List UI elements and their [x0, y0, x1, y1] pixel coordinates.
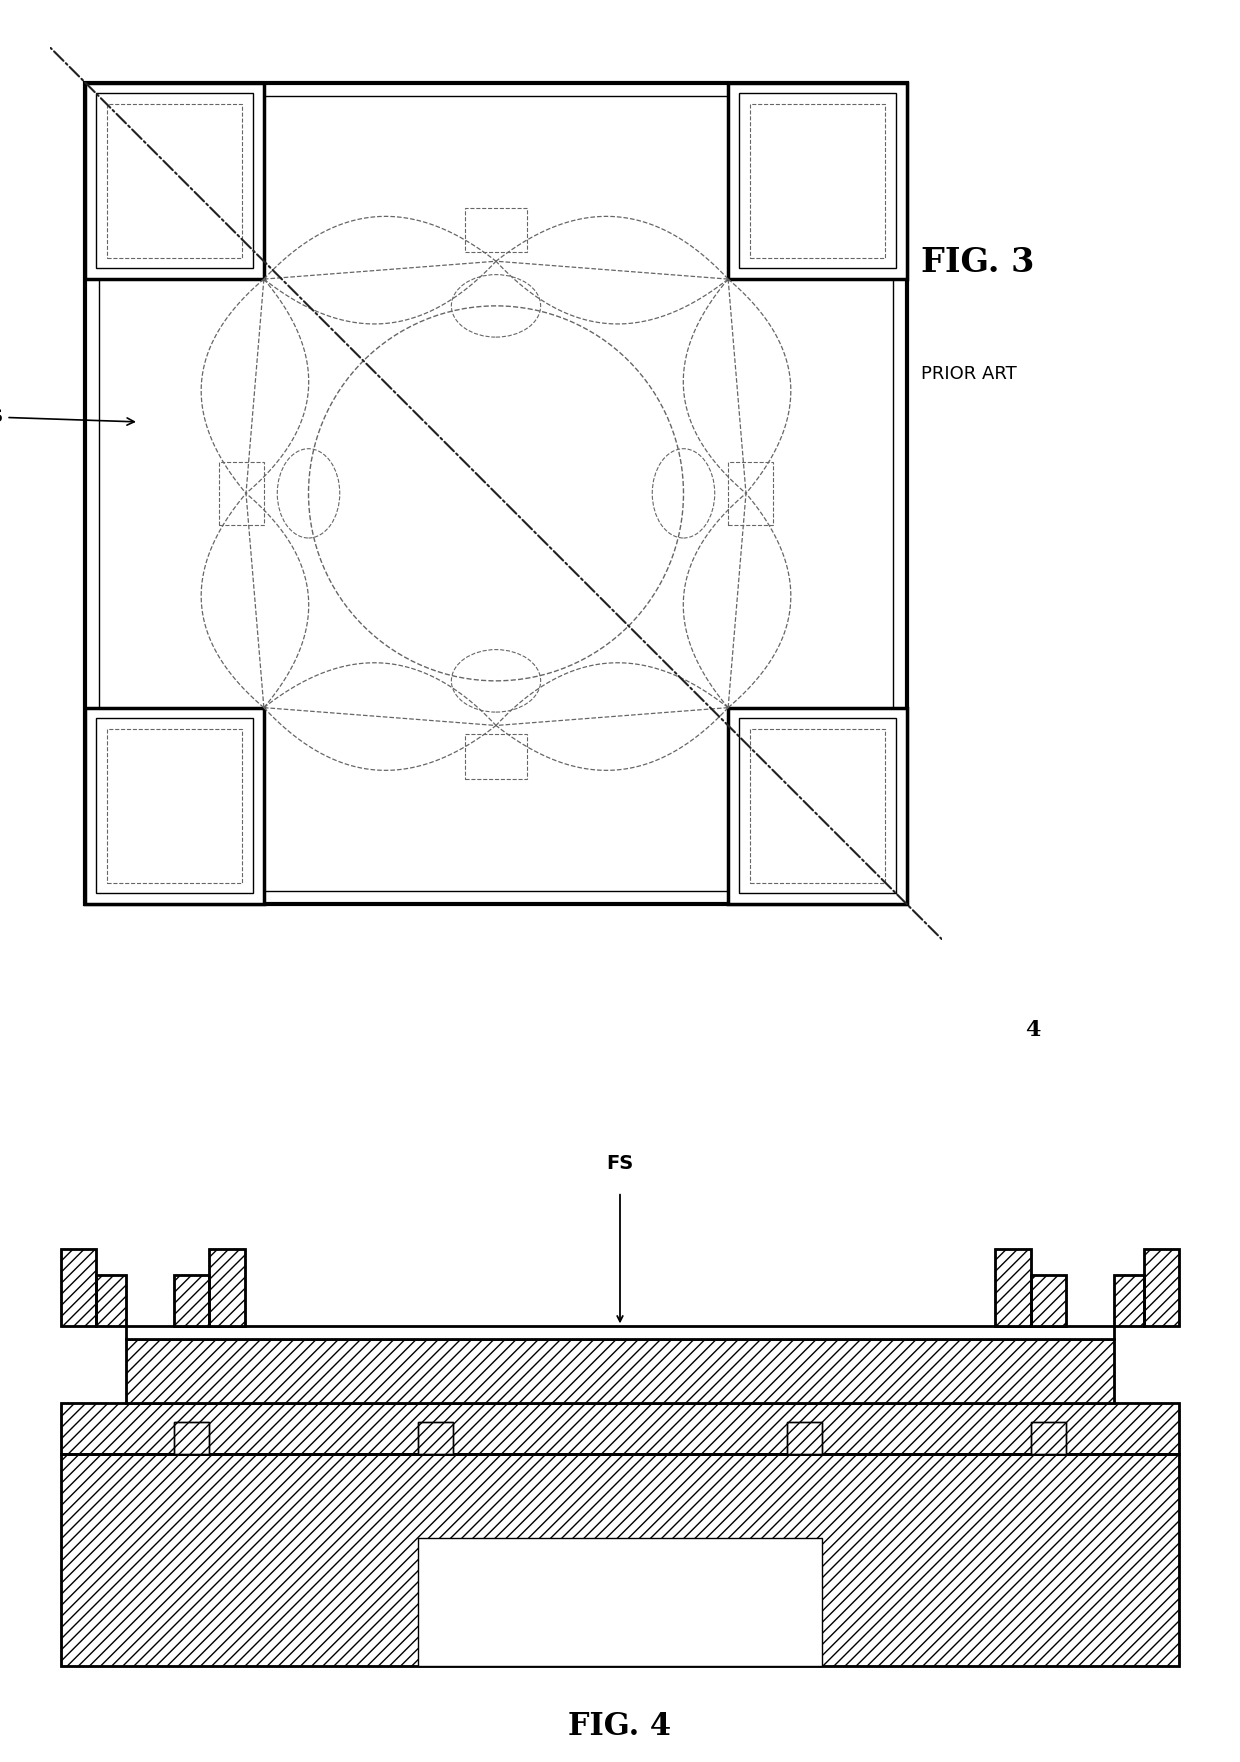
Bar: [86, 83, 264, 278]
Bar: [126, 1339, 1114, 1403]
Bar: [1030, 1422, 1066, 1454]
Bar: [210, 1249, 246, 1327]
Bar: [1030, 1276, 1066, 1327]
Bar: [174, 1422, 210, 1454]
Bar: [749, 729, 885, 883]
Bar: [994, 1249, 1030, 1327]
Bar: [418, 1538, 822, 1665]
Bar: [174, 1276, 210, 1327]
Bar: [1143, 1249, 1179, 1327]
Bar: [1114, 1276, 1143, 1327]
Bar: [1030, 1276, 1066, 1327]
Bar: [728, 708, 906, 904]
Text: FS: FS: [0, 409, 134, 426]
Bar: [95, 93, 253, 268]
Bar: [1114, 1276, 1143, 1327]
Text: FS: FS: [606, 1154, 634, 1172]
Bar: [61, 1403, 1179, 1454]
Bar: [465, 208, 527, 252]
Bar: [107, 104, 243, 257]
Bar: [749, 104, 885, 257]
Bar: [61, 1249, 97, 1327]
Bar: [994, 1249, 1030, 1327]
Text: FIG. 3: FIG. 3: [920, 247, 1034, 278]
Bar: [95, 719, 253, 893]
Bar: [99, 97, 893, 890]
Bar: [786, 1422, 822, 1454]
Bar: [728, 462, 773, 525]
Bar: [97, 1276, 126, 1327]
Bar: [107, 729, 243, 883]
Bar: [739, 93, 897, 268]
Bar: [61, 1454, 1179, 1665]
Bar: [86, 708, 264, 904]
Bar: [97, 1276, 126, 1327]
Bar: [728, 83, 906, 278]
Bar: [61, 1249, 97, 1327]
Bar: [174, 1422, 210, 1454]
Bar: [61, 1403, 1179, 1454]
Text: FIG. 4: FIG. 4: [568, 1711, 672, 1743]
Bar: [786, 1422, 822, 1454]
Bar: [418, 1422, 454, 1454]
Bar: [61, 1454, 1179, 1665]
Bar: [174, 1276, 210, 1327]
Bar: [210, 1249, 246, 1327]
Text: 4: 4: [1024, 1018, 1040, 1041]
Bar: [739, 719, 897, 893]
Bar: [1143, 1249, 1179, 1327]
Bar: [418, 1422, 454, 1454]
Bar: [465, 735, 527, 779]
Bar: [126, 1327, 1114, 1339]
Text: PRIOR ART: PRIOR ART: [920, 365, 1017, 382]
Bar: [126, 1339, 1114, 1403]
Bar: [1030, 1422, 1066, 1454]
Bar: [219, 462, 264, 525]
